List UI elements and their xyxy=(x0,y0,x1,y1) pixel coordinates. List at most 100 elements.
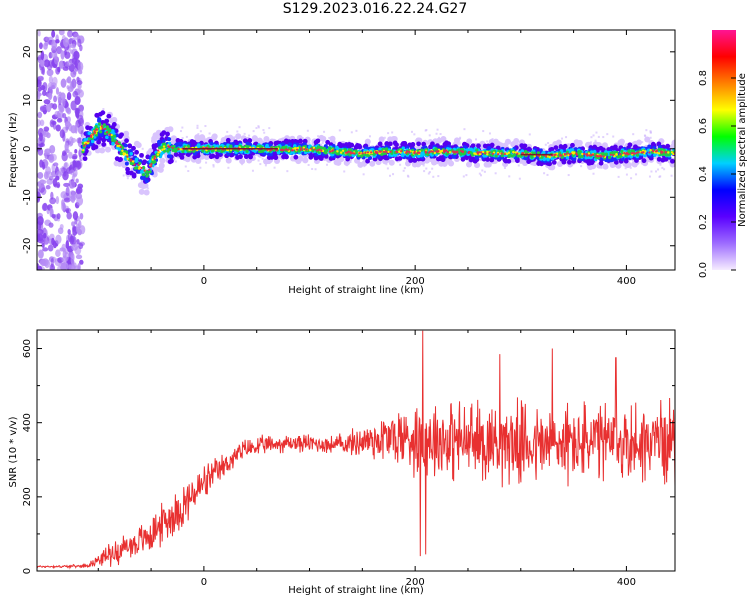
spectrogram-noise-cell xyxy=(77,124,84,135)
spectrogram-track-cell xyxy=(82,148,85,152)
spectrogram-track-cell xyxy=(131,160,135,163)
spectrogram-track-cell xyxy=(297,149,301,153)
spectrogram-track-cell xyxy=(670,151,674,154)
spectrogram-faint-cell xyxy=(251,169,254,172)
spectrogram-faint-cell xyxy=(590,136,593,139)
spectrogram-noise-cell xyxy=(45,171,53,179)
spectrogram-track-cell xyxy=(368,156,373,161)
spectrogram-track-cell xyxy=(275,148,278,152)
spectrogram-x-axis-label: Height of straight line (km) xyxy=(288,285,424,296)
spectrogram-faint-cell xyxy=(109,144,112,147)
snr-x-axis-label: Height of straight line (km) xyxy=(288,585,424,596)
spectrogram-faint-cell xyxy=(326,163,329,166)
spectrogram-track-cell xyxy=(195,158,202,165)
spectrogram-faint-cell xyxy=(645,129,648,132)
spectrogram-faint-cell xyxy=(648,175,651,178)
spectrogram-noise-cell xyxy=(54,56,60,65)
spectrogram-noise-cell xyxy=(40,58,45,67)
spectrogram-track-cell xyxy=(586,154,589,157)
spectrogram-track-cell xyxy=(87,137,92,141)
spectrogram-noise-cell xyxy=(75,178,79,184)
spectrogram-track-cell xyxy=(238,154,243,160)
spectrogram-faint-cell xyxy=(338,129,341,132)
spectrogram-track-cell xyxy=(488,151,491,154)
spectrogram-track-cell xyxy=(570,142,575,148)
spectrogram-noise-cell xyxy=(55,249,61,257)
spectrogram-noise-cell xyxy=(68,63,75,73)
spectrogram-track-cell xyxy=(496,153,500,156)
snr-series-line xyxy=(37,330,675,570)
spectrogram-noise-cell xyxy=(74,107,81,115)
spectrogram-noise-cell xyxy=(56,117,63,123)
spectrogram-noise-cell xyxy=(60,191,68,199)
spectrogram-track-cell xyxy=(423,157,430,164)
spectrogram-track-cell xyxy=(556,160,563,167)
spectrogram-track-cell xyxy=(605,158,610,163)
spectrogram-noise-cell xyxy=(62,266,67,270)
spectrogram-faint-cell xyxy=(414,145,417,148)
spectrogram-noise-cell xyxy=(74,96,81,105)
spectrogram-track-cell xyxy=(336,152,340,156)
spectrogram-faint-cell xyxy=(196,126,199,129)
spectrogram-faint-cell xyxy=(350,131,353,134)
spectrogram-faint-cell xyxy=(544,143,547,146)
spectrogram-noise-cell xyxy=(39,119,45,127)
spectrogram-track-cell xyxy=(589,150,594,154)
spectrogram-faint-cell xyxy=(428,134,431,137)
spectrogram-faint-cell xyxy=(612,135,615,138)
spectrogram-noise-cell xyxy=(61,97,66,108)
spectrogram-track-cell xyxy=(293,144,297,148)
spectrogram-track-cell xyxy=(627,142,633,148)
spectrogram-noise-cell xyxy=(68,151,73,159)
spectrogram-noise-cell xyxy=(38,42,43,50)
spectrogram-faint-cell xyxy=(617,175,620,178)
spectrogram-track-cell xyxy=(181,149,185,154)
spectrogram-noise-cell xyxy=(71,221,76,227)
spectrogram-noise-cell xyxy=(65,106,71,114)
spectrogram-faint-cell xyxy=(233,136,236,139)
spectrogram-track-cell xyxy=(121,149,124,152)
spectrogram-track-cell xyxy=(642,151,645,154)
spectrogram-noise-cell xyxy=(37,172,44,179)
spectrogram-track-cell xyxy=(119,132,124,138)
spectrogram-faint-cell xyxy=(286,170,289,173)
spectrogram-track-cell xyxy=(558,144,564,149)
spectrogram-noise-cell xyxy=(37,265,43,270)
spectrogram-noise-cell xyxy=(46,64,53,71)
spectrogram-track-cell xyxy=(144,179,149,184)
spectrogram-track-cell xyxy=(328,150,331,153)
spectrogram-track-cell xyxy=(125,153,129,157)
spectrogram-track-cell xyxy=(436,137,443,144)
spectrogram-y-axis-label: Frequency (Hz) xyxy=(8,112,19,188)
spectrogram-noise-cell xyxy=(51,30,56,38)
spectrogram-faint-cell xyxy=(187,170,190,173)
spectrogram-track-cell xyxy=(413,151,416,155)
spectrogram-track-cell xyxy=(512,151,515,154)
spectrogram-track-cell xyxy=(480,151,483,154)
spectrogram-faint-cell xyxy=(262,129,265,132)
spectrogram-track-cell xyxy=(446,151,449,154)
spectrogram-track-cell xyxy=(442,149,446,152)
spectrogram-noise-cell xyxy=(78,220,82,229)
spectrogram-faint-cell xyxy=(627,160,630,163)
spectrogram-y-tick-label: -20 xyxy=(22,238,33,254)
spectrogram-faint-cell xyxy=(458,137,461,140)
spectrogram-track-cell xyxy=(133,163,136,166)
spectrogram-faint-cell xyxy=(431,167,434,170)
spectrogram-noise-cell xyxy=(58,167,64,176)
colorbar-tick-label: 0.8 xyxy=(698,70,709,86)
spectrogram-faint-cell xyxy=(301,136,304,139)
spectrogram-track-cell xyxy=(293,154,299,160)
spectrogram-noise-cell xyxy=(43,42,48,50)
spectrogram-track-cell xyxy=(320,149,323,152)
snr-frame xyxy=(36,329,676,572)
spectrogram-noise-cell xyxy=(68,263,76,270)
spectrogram-track-cell xyxy=(640,151,643,154)
spectrogram-noise-cell xyxy=(53,95,58,103)
spectrogram-track-cell xyxy=(505,152,509,156)
spectrogram-track-cell xyxy=(162,145,166,148)
spectrogram-track-cell xyxy=(393,153,397,157)
spectrogram-track-cell xyxy=(129,158,133,161)
spectrogram-track-cell xyxy=(580,154,584,158)
spectrogram-track-cell xyxy=(123,130,130,137)
